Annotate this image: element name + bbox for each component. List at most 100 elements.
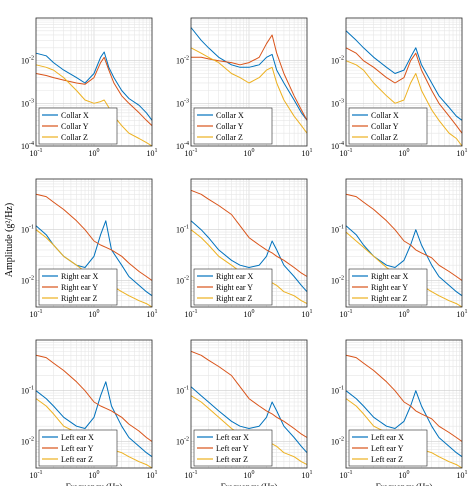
y-tick-label: 10-1 — [331, 386, 344, 396]
legend-label: Right ear Z — [371, 294, 408, 303]
x-tick-label: 10-1 — [30, 309, 43, 319]
y-tick-label: 10-2 — [331, 436, 344, 446]
x-tick-label: 100 — [399, 470, 410, 480]
x-tick-label: 10-1 — [340, 148, 353, 158]
axes-box — [35, 178, 153, 308]
axes-box — [345, 339, 463, 469]
panel-3-3: 10-1 100 101 10-2 10-1 Frequency (Hz) Left ear… — [331, 339, 468, 486]
legend-label: Right ear X — [371, 272, 409, 281]
axes-box — [345, 17, 463, 147]
x-tick-label: 100 — [399, 309, 410, 319]
y-tick-label: 10-2 — [21, 56, 34, 66]
legend-label: Left ear Y — [216, 444, 249, 453]
x-tick-label: 100 — [89, 148, 100, 158]
legend-label: Collar Y — [216, 122, 244, 131]
axes-box — [190, 339, 308, 469]
legend-label: Collar X — [371, 111, 399, 120]
legend: Left ear X Left ear Y Left ear Z — [193, 429, 273, 467]
y-tick-label: 10-4 — [21, 141, 34, 151]
x-tick-label: 100 — [399, 148, 410, 158]
legend: Right ear X Right ear Y Right ear Z — [348, 268, 428, 306]
series-line-left-ear-y — [35, 354, 153, 442]
x-tick-label: 10-1 — [185, 309, 198, 319]
legend: Collar X Collar Y Collar Z — [38, 107, 118, 145]
y-tick-label: 10-2 — [176, 56, 189, 66]
x-tick-label: 101 — [302, 148, 313, 158]
x-tick-label: 101 — [457, 470, 468, 480]
x-tick-label: 100 — [89, 309, 100, 319]
series-line-right-ear-x — [190, 220, 308, 293]
x-tick-label: 100 — [244, 309, 255, 319]
legend-label: Left ear Z — [61, 455, 93, 464]
series-line-collar-z — [190, 47, 308, 134]
series-line-right-ear-y — [190, 189, 308, 277]
panel-2-3: 10-1 100 101 10-2 10-1 Right ear X Right ear Y… — [331, 178, 468, 319]
legend: Right ear X Right ear Y Right ear Z — [193, 268, 273, 306]
series-line-collar-y — [35, 56, 153, 126]
y-tick-label: 10-2 — [331, 56, 344, 66]
y-tick-label: 10-1 — [21, 225, 34, 235]
x-tick-label: 101 — [457, 309, 468, 319]
series-line-left-ear-y — [190, 350, 308, 438]
legend: Right ear X Right ear Y Right ear Z — [38, 268, 118, 306]
axes-box — [345, 178, 463, 308]
y-tick-label: 10-3 — [331, 98, 344, 108]
panel-2-2: 10-1 100 101 10-2 10-1 Right ear X Right ear Y… — [176, 178, 313, 319]
legend-label: Right ear Y — [216, 283, 253, 292]
series-line-collar-z — [35, 64, 153, 147]
series-line-collar-z — [345, 60, 463, 147]
x-tick-label: 10-1 — [30, 470, 43, 480]
legend-label: Right ear X — [216, 272, 254, 281]
legend-label: Collar Z — [371, 133, 398, 142]
series-line-collar-x — [190, 27, 308, 121]
y-tick-label: 10-2 — [331, 275, 344, 285]
y-tick-label: 10-3 — [176, 98, 189, 108]
x-tick-label: 10-1 — [30, 148, 43, 158]
x-tick-label: 101 — [302, 309, 313, 319]
y-tick-label: 10-3 — [21, 98, 34, 108]
axes-box — [35, 17, 153, 147]
legend: Collar X Collar Y Collar Z — [348, 107, 428, 145]
legend-label: Left ear Z — [216, 455, 248, 464]
y-tick-label: 10-1 — [331, 225, 344, 235]
legend-label: Left ear Y — [371, 444, 404, 453]
y-tick-label: 10-2 — [176, 275, 189, 285]
series-line-left-ear-y — [345, 354, 463, 442]
legend-label: Right ear Z — [216, 294, 253, 303]
legend: Collar X Collar Y Collar Z — [193, 107, 273, 145]
y-tick-label: 10-2 — [21, 436, 34, 446]
x-tick-label: 101 — [147, 470, 158, 480]
x-tick-label: 10-1 — [185, 148, 198, 158]
legend-label: Right ear Y — [61, 283, 98, 292]
x-tick-label: 100 — [89, 470, 100, 480]
legend-label: Collar Y — [61, 122, 89, 131]
axes-box — [35, 339, 153, 469]
series-line-right-ear-y — [345, 193, 463, 281]
legend-label: Left ear Y — [61, 444, 94, 453]
legend-label: Left ear X — [61, 433, 94, 442]
y-tick-label: 10-1 — [176, 386, 189, 396]
x-axis-label: Frequency (Hz) — [66, 482, 123, 486]
x-axis-label: Frequency (Hz) — [376, 482, 433, 486]
legend-label: Left ear Z — [371, 455, 403, 464]
x-tick-label: 101 — [457, 148, 468, 158]
panel-3-1: 10-1 100 101 10-2 10-1 Frequency (Hz) Left ear… — [21, 339, 158, 486]
panel-3-2: 10-1 100 101 10-2 10-1 Frequency (Hz) Left ear… — [176, 339, 313, 486]
legend-label: Collar X — [61, 111, 89, 120]
series-line-left-ear-x — [190, 386, 308, 454]
x-tick-label: 100 — [244, 470, 255, 480]
legend-label: Collar Z — [61, 133, 88, 142]
x-tick-label: 101 — [147, 148, 158, 158]
y-tick-label: 10-4 — [331, 141, 344, 151]
panel-grid: 10-1 100 101 10-4 10-3 10-2 Collar X Collar Y Co… — [21, 17, 468, 486]
series-line-collar-x — [35, 51, 153, 121]
y-tick-label: 10-1 — [176, 225, 189, 235]
y-axis-label: Amplitude (g²/Hz) — [4, 203, 15, 277]
axes-box — [190, 178, 308, 308]
axes-box — [190, 17, 308, 147]
x-axis-label: Frequency (Hz) — [221, 482, 278, 486]
legend-label: Right ear X — [61, 272, 99, 281]
panel-2-1: 10-1 100 101 10-2 10-1 Right ear X Right ear Y… — [21, 178, 158, 319]
